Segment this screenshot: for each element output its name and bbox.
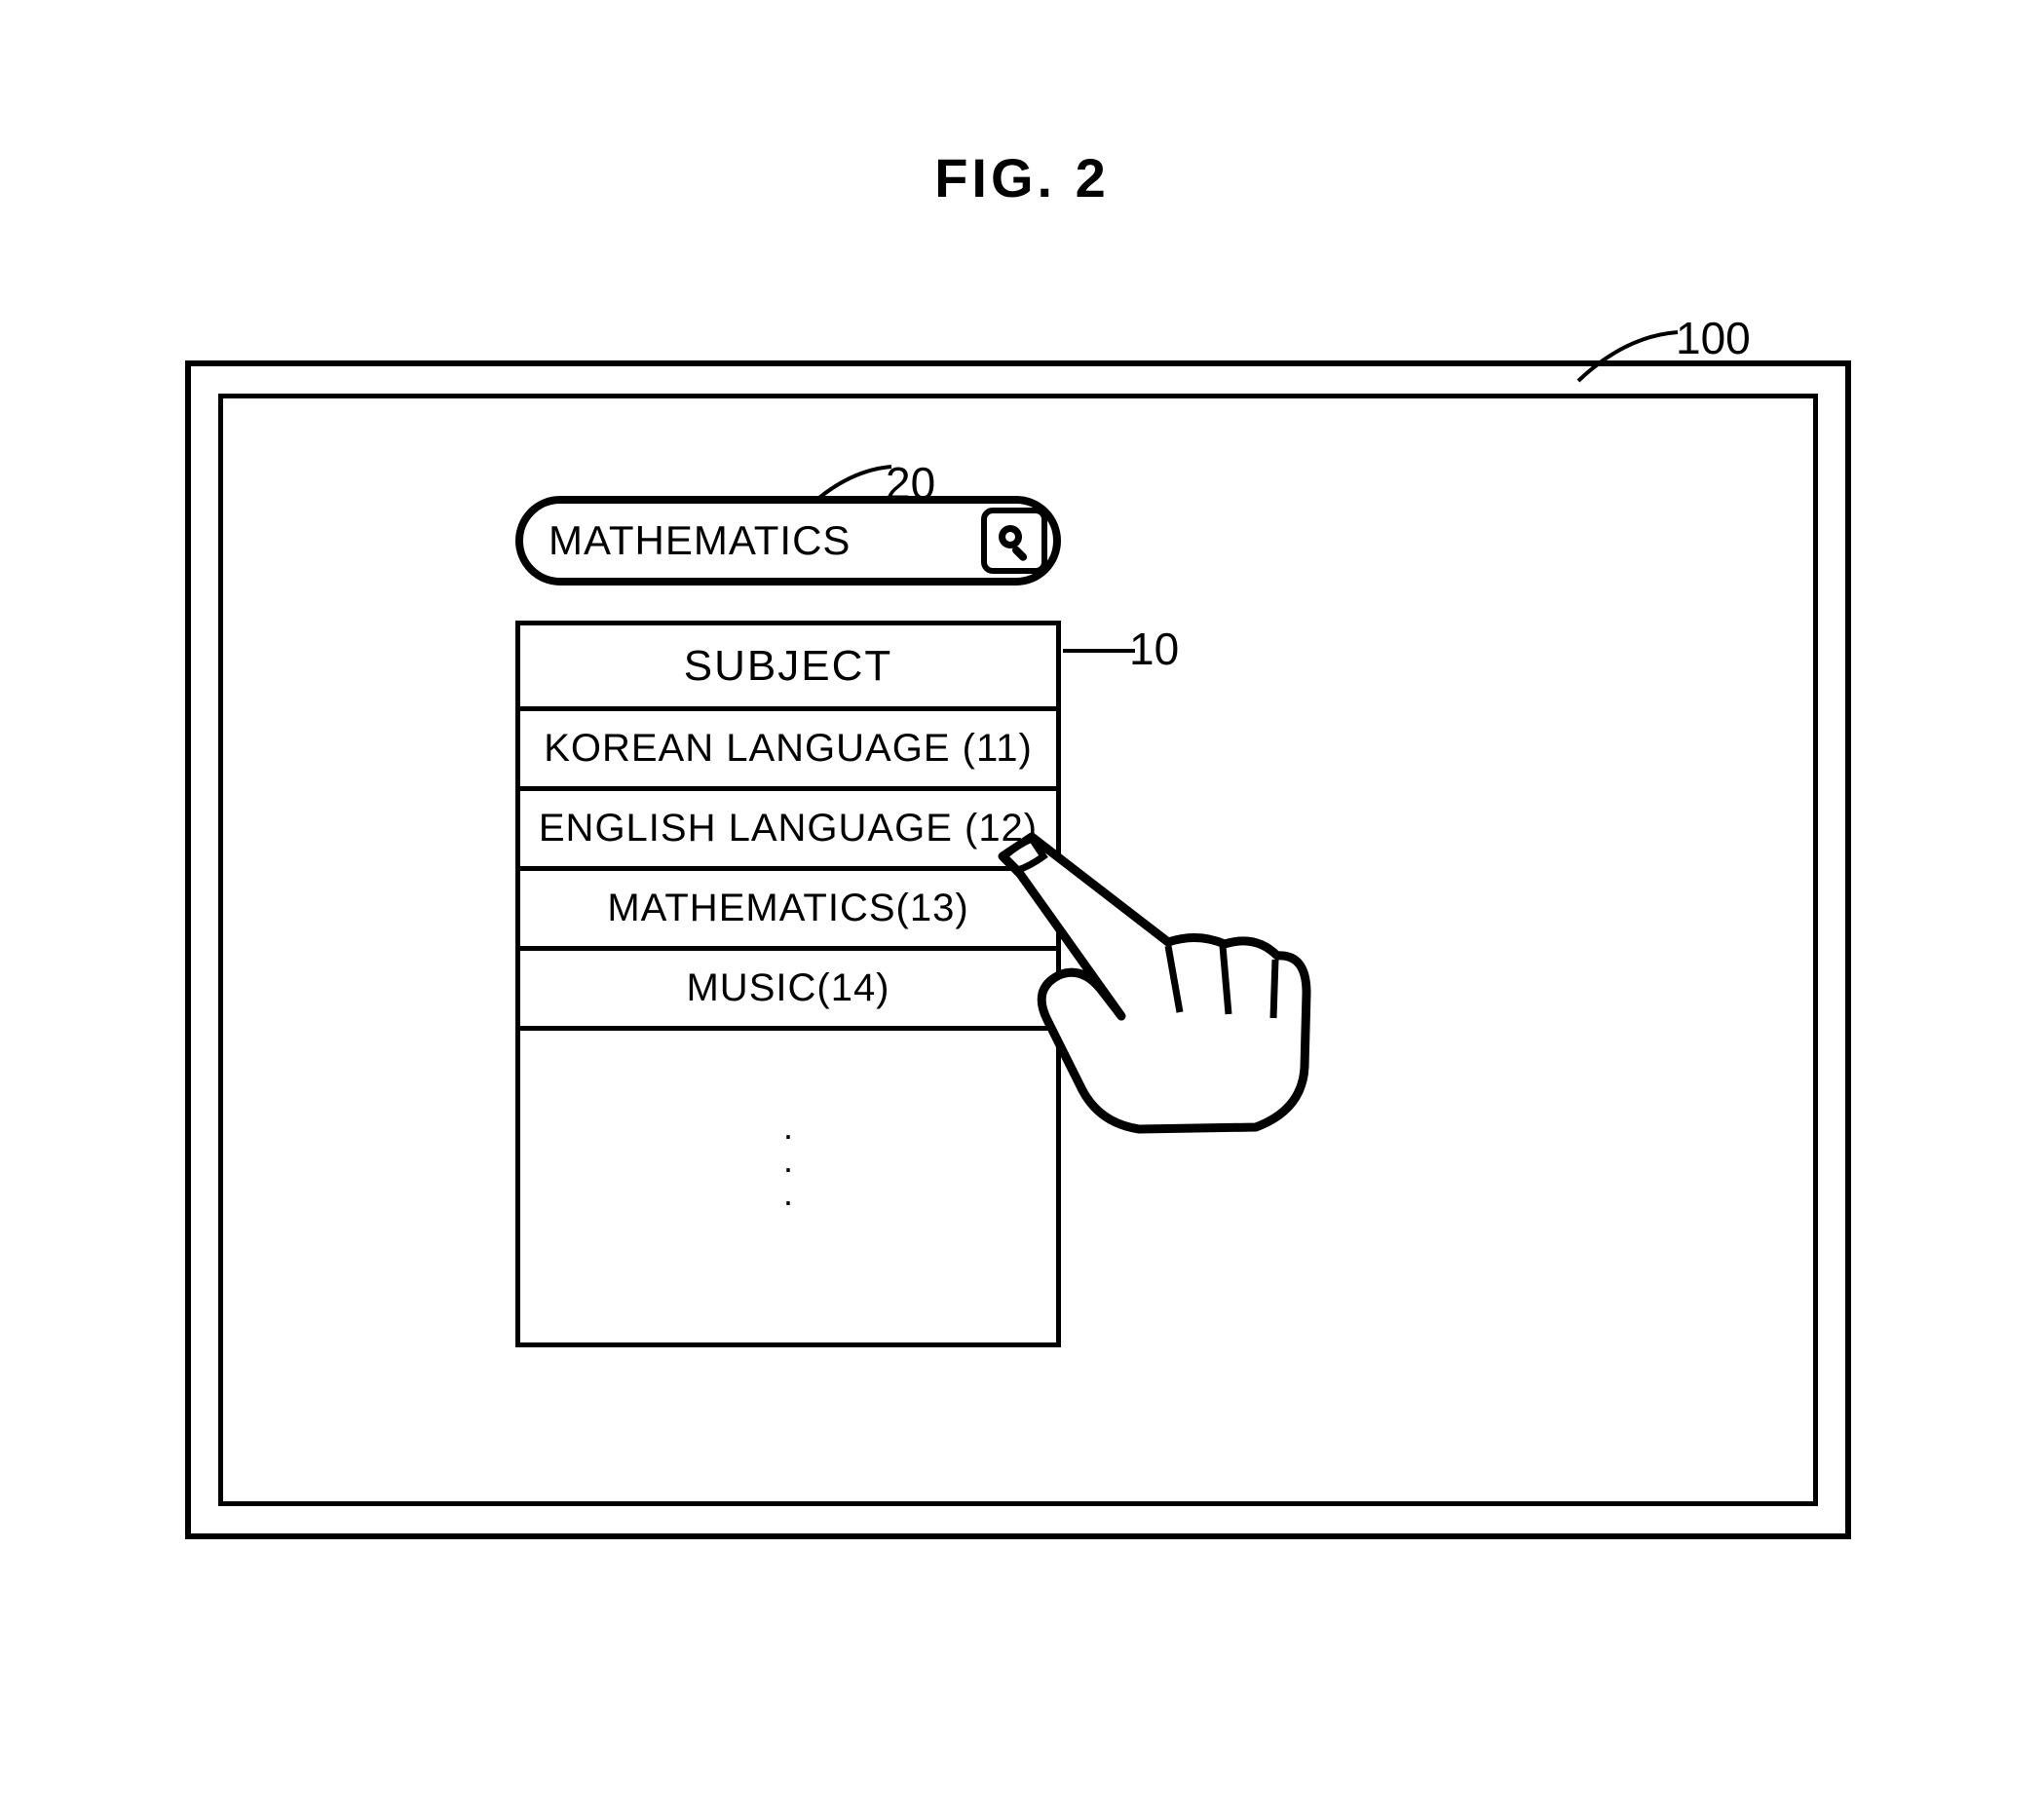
- device-frame: 20 10 MATHEMATICS SUBJECT KO: [185, 360, 1851, 1539]
- list-header: SUBJECT: [520, 625, 1056, 711]
- search-input[interactable]: MATHEMATICS: [515, 496, 1061, 586]
- callout-device: 100: [1676, 312, 1751, 364]
- magnifier-icon: [993, 519, 1036, 562]
- hand-pointer-icon: [964, 817, 1314, 1139]
- ellipsis-icon: ···: [782, 1118, 794, 1218]
- search-button[interactable]: [981, 508, 1047, 574]
- device-screen[interactable]: 20 10 MATHEMATICS SUBJECT KO: [218, 394, 1818, 1506]
- list-item[interactable]: KOREAN LANGUAGE (11): [520, 711, 1056, 791]
- callout-list: 10: [1129, 623, 1179, 675]
- search-value: MATHEMATICS: [549, 517, 981, 564]
- figure-title: FIG. 2: [0, 146, 2044, 209]
